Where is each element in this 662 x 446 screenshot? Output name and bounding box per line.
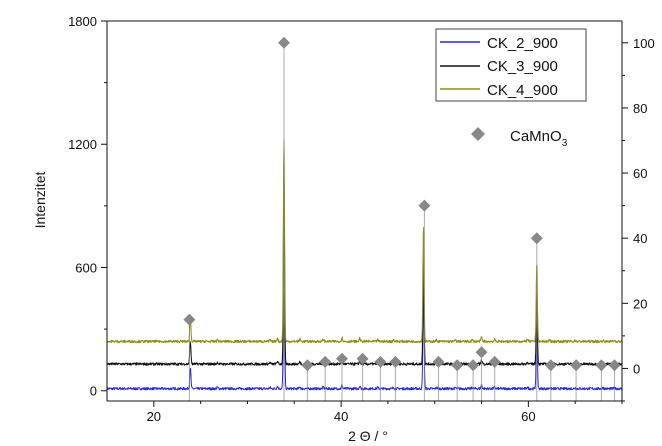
series-layer [106, 139, 623, 391]
y-right-tick-label: 80 [633, 101, 647, 116]
y-right-tick-label: 100 [633, 36, 655, 51]
reference-marker [418, 199, 431, 212]
reference-marker [608, 359, 621, 372]
y-right-tick-label: 40 [633, 231, 647, 246]
reference-marker [374, 355, 387, 368]
legend-label-camno3: CaMnO3 [510, 128, 568, 149]
reference-marker [432, 355, 445, 368]
reference-marker [301, 359, 314, 372]
reference-marker [389, 355, 402, 368]
reference-marker [451, 359, 464, 372]
reference-marker [595, 359, 608, 372]
reference-marker [488, 355, 501, 368]
reference-marker [475, 346, 488, 359]
x-axis-title: 2 Θ / ° [348, 428, 388, 444]
legend-marker-camno3 [471, 127, 485, 141]
series-line-ck-3-900 [106, 176, 623, 366]
reference-marker [183, 313, 196, 326]
y-left-tick-label: 1800 [68, 14, 97, 29]
y-left-tick-label: 600 [75, 260, 97, 275]
legend-label-ck3: CK_3_900 [487, 58, 558, 75]
legend-label-camno3-main: CaMnO [510, 128, 562, 145]
plot-frame [106, 20, 623, 402]
legend-label-ck4: CK_4_900 [487, 82, 558, 99]
series-line-ck-4-900 [106, 139, 623, 344]
y-right-tick-label: 0 [633, 361, 640, 376]
reference-marker-layer [183, 36, 621, 401]
y-left-tick-label: 0 [90, 384, 97, 399]
x-tick-label: 20 [147, 409, 161, 424]
reference-marker [336, 352, 348, 365]
reference-marker [544, 359, 557, 372]
reference-marker [570, 359, 583, 372]
reference-marker [319, 355, 332, 368]
legend-label-ck2: CK_2_900 [487, 35, 558, 52]
reference-marker [467, 359, 480, 372]
x-tick-label: 40 [334, 409, 348, 424]
reference-marker [278, 36, 290, 49]
reference-marker [530, 232, 543, 245]
y-axis-title: Intenzitet [32, 171, 48, 228]
y-right-tick-label: 20 [633, 296, 647, 311]
x-tick-label: 60 [521, 409, 535, 424]
y-right-tick-label: 60 [633, 166, 647, 181]
reference-marker [356, 352, 369, 365]
legend-label-camno3-sub: 3 [562, 138, 568, 149]
series-line-ck-2-900 [106, 218, 623, 391]
y-left-tick-label: 1200 [68, 137, 97, 152]
legend: CK_2_900 CK_3_900 CK_4_900 CaMnO3 [435, 28, 587, 149]
